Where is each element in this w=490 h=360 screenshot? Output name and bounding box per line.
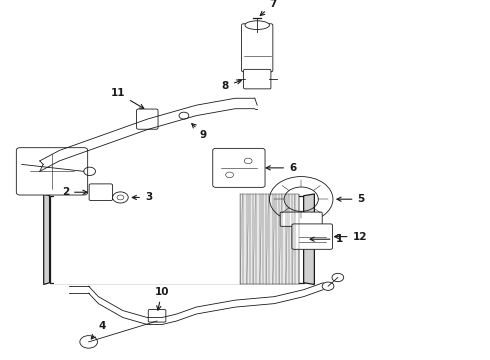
Bar [54, 194, 240, 284]
Text: 8: 8 [222, 80, 241, 91]
FancyBboxPatch shape [89, 184, 113, 201]
Text: 9: 9 [192, 123, 207, 140]
Text: 7: 7 [260, 0, 277, 15]
Text: 11: 11 [111, 88, 144, 108]
Text: 4: 4 [91, 321, 106, 339]
Ellipse shape [245, 21, 270, 30]
FancyBboxPatch shape [244, 69, 271, 89]
Text: 12: 12 [335, 231, 367, 242]
Text: 2: 2 [62, 187, 87, 197]
FancyBboxPatch shape [242, 24, 273, 72]
Polygon shape [44, 194, 49, 284]
Text: 5: 5 [337, 194, 365, 204]
Text: 10: 10 [155, 287, 169, 310]
FancyBboxPatch shape [16, 148, 88, 195]
Bar [240, 194, 299, 284]
FancyBboxPatch shape [148, 310, 166, 322]
FancyBboxPatch shape [280, 212, 322, 226]
FancyBboxPatch shape [213, 148, 265, 187]
Text: 3: 3 [132, 193, 152, 202]
Text: 1: 1 [310, 234, 343, 244]
Text: 6: 6 [266, 163, 296, 173]
FancyBboxPatch shape [137, 109, 158, 129]
FancyBboxPatch shape [292, 224, 332, 249]
Polygon shape [304, 194, 315, 284]
